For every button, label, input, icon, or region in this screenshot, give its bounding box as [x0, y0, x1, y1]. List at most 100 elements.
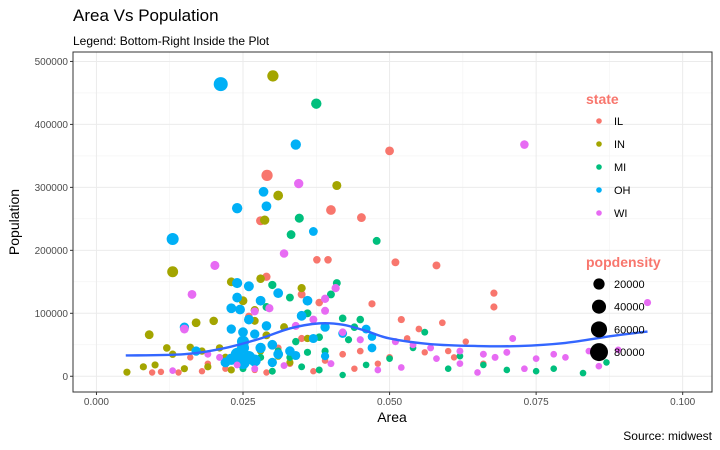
data-point-mi [603, 359, 610, 366]
data-point-wi [187, 289, 197, 299]
data-point-wi [279, 249, 289, 258]
data-point-wi [327, 360, 335, 368]
y-tick-label: 200000 [35, 246, 69, 257]
data-point-wi [503, 348, 511, 356]
x-tick-label: 0.050 [377, 397, 402, 408]
data-point-wi [456, 347, 464, 355]
data-point-il [351, 365, 358, 372]
data-point-il [415, 325, 423, 333]
data-point-wi [427, 344, 435, 352]
data-point-wi [562, 354, 569, 361]
data-point-mi [532, 367, 540, 375]
data-point-wi [491, 353, 499, 361]
data-point-in [163, 344, 171, 352]
data-point-mi [550, 365, 558, 373]
data-point-oh [273, 288, 284, 299]
data-point-oh [296, 310, 307, 321]
legend-size-key [590, 343, 608, 362]
data-point-il [391, 258, 400, 267]
data-point-mi [421, 328, 429, 336]
legend-key-oh [596, 187, 602, 193]
data-point-wi [265, 304, 274, 313]
data-point-wi [595, 362, 603, 370]
points [123, 70, 652, 379]
data-point-wi [614, 346, 622, 354]
data-point-in [123, 368, 131, 376]
data-point-in [332, 180, 342, 191]
data-point-il [187, 354, 194, 361]
chart-subtitle: Legend: Bottom-Right Inside the Plot [73, 34, 270, 48]
data-point-wi [169, 367, 177, 374]
data-point-wi [338, 328, 347, 336]
data-point-il [261, 169, 273, 182]
data-point-mi [362, 361, 370, 369]
legend-size-key [591, 299, 607, 314]
data-point-in [297, 283, 306, 293]
data-point-il [198, 368, 206, 375]
data-point-il [148, 369, 156, 376]
data-point-oh [243, 314, 254, 325]
data-point-oh [261, 321, 272, 331]
data-point-oh [267, 339, 278, 350]
data-point-in [191, 318, 201, 328]
y-tick-label: 400000 [35, 120, 69, 131]
data-point-oh [273, 349, 284, 360]
data-point-oh [238, 327, 248, 338]
data-point-in [167, 266, 179, 278]
data-point-mi [292, 337, 300, 346]
data-point-oh [320, 351, 330, 361]
data-point-mi [579, 369, 587, 377]
data-point-oh [248, 354, 261, 367]
data-point-oh [250, 329, 260, 339]
data-point-mi [315, 366, 323, 374]
data-point-oh [220, 357, 231, 368]
data-point-in [204, 363, 212, 371]
data-point-oh [255, 342, 266, 354]
x-tick-label: 0.100 [670, 397, 695, 408]
data-point-oh [243, 281, 254, 292]
data-point-wi [643, 299, 652, 307]
legend-key-il [596, 118, 602, 124]
data-point-mi [326, 290, 335, 299]
y-tick-label: 0 [62, 372, 68, 383]
data-point-il [315, 298, 324, 307]
data-point-oh [226, 303, 237, 314]
legend-label-mi: MI [614, 162, 626, 174]
data-point-wi [233, 361, 241, 369]
data-point-il [339, 350, 347, 358]
data-point-in [227, 366, 235, 374]
grid [73, 52, 712, 392]
legend-size-label: 40000 [614, 302, 645, 314]
data-point-il [421, 349, 428, 356]
data-point-wi [179, 324, 189, 334]
data-point-in [180, 365, 188, 373]
data-point-in [256, 274, 265, 283]
data-point-il [297, 290, 306, 299]
data-point-mi [444, 365, 452, 373]
legend-key-mi [596, 164, 602, 170]
data-point-in [209, 316, 218, 326]
x-axis-label: Area [377, 409, 407, 425]
data-point-oh [261, 201, 272, 212]
data-point-oh [226, 324, 236, 334]
axes: 0.000 0.025 0.050 0.075 0.100 0 100000 200000 30… [35, 57, 696, 408]
data-point-wi [474, 369, 481, 376]
data-point-il [310, 368, 317, 375]
data-point-il [490, 289, 498, 297]
legend-popdensity-title: popdensity [586, 254, 661, 270]
data-point-mi [356, 315, 365, 324]
data-point-mi [503, 366, 511, 374]
legend-key-in [596, 141, 602, 147]
data-point-oh [302, 295, 313, 306]
data-point-mi [298, 363, 306, 371]
data-point-mi [285, 293, 294, 302]
data-point-il [157, 368, 165, 376]
data-point-oh [213, 77, 228, 92]
data-point-wi [374, 366, 382, 374]
data-point-wi [320, 294, 330, 303]
data-point-il [385, 146, 394, 156]
data-point-il [357, 213, 366, 223]
data-point-mi [268, 367, 276, 375]
legend: state popdensity IL IN MI OH WI 20000 40000 600… [586, 91, 661, 362]
data-point-wi [532, 355, 540, 362]
